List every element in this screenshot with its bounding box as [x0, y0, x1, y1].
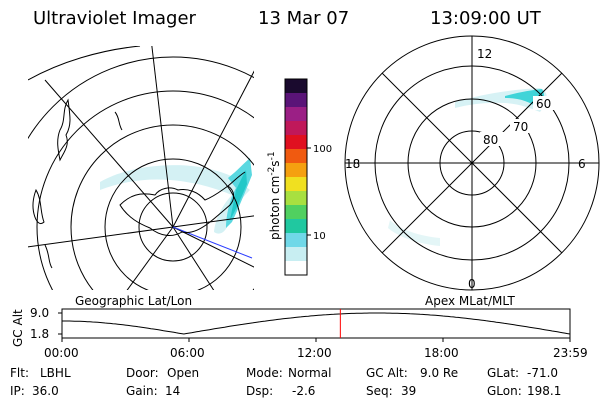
flt-value: LBHL	[40, 366, 71, 380]
geo-caption: Geographic Lat/Lon	[75, 294, 192, 308]
colorbar	[284, 78, 311, 276]
xtick-1800: 18:00	[424, 346, 459, 360]
colorbar-swatch	[285, 205, 307, 220]
colorbar-swatch	[285, 93, 307, 108]
lat-label-bg-70	[510, 119, 534, 133]
altitude-plot-frame	[61, 308, 571, 339]
colorbar-swatch	[285, 163, 307, 178]
colorbar-swatch	[285, 247, 307, 262]
colorbar-swatch	[285, 191, 307, 206]
map-limb	[28, 46, 141, 81]
coastlines	[32, 98, 246, 269]
mlt-lines	[345, 36, 599, 290]
lat-label-bg-60	[533, 96, 555, 110]
xtick-0000: 00:00	[44, 346, 79, 360]
colorbar-units-label: photon cm-2s-1	[267, 151, 282, 240]
apex-polar-plot	[344, 35, 600, 291]
gcalt-key: GC Alt:	[366, 366, 408, 380]
glat-value: -71.0	[527, 366, 559, 380]
colorbar-swatch	[285, 121, 307, 136]
colorbar-swatch	[285, 219, 307, 234]
instrument-title: Ultraviolet Imager	[33, 8, 196, 29]
time-label: 13:09:00 UT	[430, 8, 541, 29]
dsp-value: -2.6	[292, 384, 316, 398]
colorbar-swatch	[285, 107, 307, 122]
ip-key: IP:	[10, 384, 25, 398]
mlt-label-18: 18	[345, 157, 360, 171]
apex-caption: Apex MLat/MLT	[425, 294, 515, 308]
mode-key: Mode:	[246, 366, 283, 380]
colorbar-swatch	[285, 135, 307, 150]
colorbar-swatch	[285, 177, 307, 192]
mlt-label-0: 0	[468, 277, 476, 291]
dsp-key: Dsp:	[246, 384, 274, 398]
mlt-label-6: 6	[578, 157, 586, 171]
mlat-label-80: 80	[483, 133, 498, 147]
colorbar-swatch	[285, 261, 307, 276]
auroral-emission-geo	[100, 158, 252, 234]
altitude-ylabel: GC Alt	[11, 309, 25, 347]
altitude-ytick-9: 9.0	[30, 306, 49, 320]
altitude-plot	[58, 308, 571, 342]
door-key: Door:	[126, 366, 159, 380]
glon-value: 198.1	[527, 384, 562, 398]
xtick-2359: 23:59	[553, 346, 588, 360]
colorbar-swatch	[285, 79, 307, 94]
latitude-circles	[28, 56, 254, 290]
gain-value: 14	[165, 384, 181, 398]
altitude-ytick-1-8: 1.8	[30, 327, 49, 341]
mlat-label-70: 70	[513, 120, 528, 134]
orbit-altitude-curve	[62, 312, 571, 335]
door-value: Open	[167, 366, 200, 380]
mlt-label-12: 12	[477, 47, 492, 61]
meridians	[28, 46, 254, 290]
geographic-map	[28, 46, 254, 290]
lat-label-bg-80	[480, 132, 504, 146]
mlat-label-60: 60	[536, 97, 551, 111]
colorbar-tick-100: 100	[313, 144, 332, 155]
seq-key: Seq:	[366, 384, 393, 398]
xtick-1200: 12:00	[297, 346, 332, 360]
colorbar-swatch	[285, 149, 307, 164]
gain-key: Gain:	[126, 384, 158, 398]
glon-key: GLon:	[487, 384, 522, 398]
date-label: 13 Mar 07	[258, 8, 350, 29]
colorbar-swatch	[285, 233, 307, 248]
seq-value: 39	[401, 384, 417, 398]
glat-key: GLat:	[487, 366, 520, 380]
ip-value: 36.0	[32, 384, 59, 398]
flt-key: Flt:	[10, 366, 29, 380]
colorbar-tick-10: 10	[313, 231, 326, 242]
gcalt-value: 9.0 Re	[420, 366, 459, 380]
terminator-line	[172, 226, 253, 259]
xtick-0600: 06:00	[170, 346, 205, 360]
mode-value: Normal	[288, 366, 332, 380]
